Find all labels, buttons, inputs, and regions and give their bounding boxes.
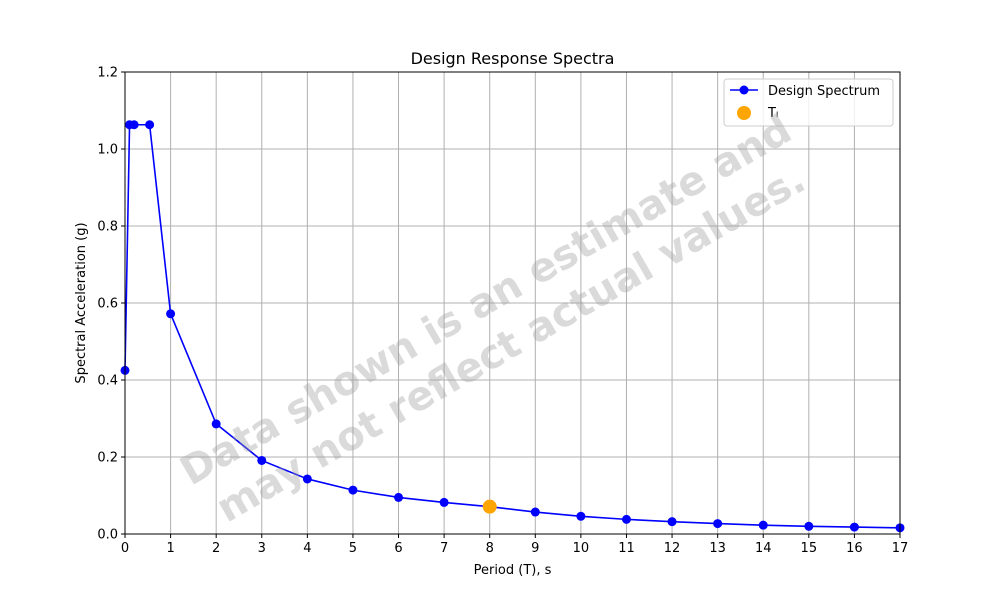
design-spectrum-point bbox=[257, 455, 267, 465]
series-layer bbox=[120, 120, 905, 533]
x-tick-label: 13 bbox=[709, 541, 726, 556]
chart-title: Design Response Spectra bbox=[411, 49, 615, 68]
design-spectrum-point bbox=[166, 309, 176, 319]
x-tick-label: 5 bbox=[349, 541, 357, 556]
x-tick-label: 16 bbox=[846, 541, 863, 556]
x-tick-label: 11 bbox=[618, 541, 635, 556]
x-tick-label: 8 bbox=[486, 541, 494, 556]
x-tick-label: 9 bbox=[531, 541, 539, 556]
design-spectrum-point bbox=[302, 474, 312, 484]
design-spectrum-point bbox=[713, 519, 723, 529]
legend-marker-design-spectrum bbox=[739, 85, 749, 95]
design-spectrum-point bbox=[758, 520, 768, 530]
design-spectrum-point bbox=[348, 485, 358, 495]
x-tick-label: 1 bbox=[166, 541, 174, 556]
x-tick-label: 6 bbox=[394, 541, 402, 556]
y-tick-label: 0.6 bbox=[97, 297, 118, 312]
x-tick-label: 17 bbox=[892, 541, 909, 556]
y-tick-label: 0.0 bbox=[97, 528, 118, 543]
y-tick-label: 1.0 bbox=[97, 143, 118, 158]
design-spectrum-point bbox=[576, 511, 586, 521]
x-tick-label: 3 bbox=[258, 541, 266, 556]
x-tick-label: 4 bbox=[303, 541, 311, 556]
x-tick-label: 15 bbox=[801, 541, 818, 556]
design-spectrum-point bbox=[804, 521, 814, 531]
y-tick-label: 0.8 bbox=[97, 220, 118, 235]
x-tick-label: 12 bbox=[664, 541, 681, 556]
design-spectrum-point bbox=[129, 120, 139, 130]
x-tick-label: 2 bbox=[212, 541, 220, 556]
x-tick-label: 10 bbox=[573, 541, 590, 556]
y-axis-label: Spectral Acceleration (g) bbox=[74, 222, 89, 383]
legend-label-design-spectrum: Design Spectrum bbox=[768, 84, 880, 99]
x-tick-label: 0 bbox=[121, 541, 129, 556]
design-spectrum-point bbox=[849, 522, 859, 532]
ticks: 0 1 2 3 4 5 6 7 8 9 10 11 12 13 14 15 16 170.00.20.40.60.… bbox=[97, 66, 908, 557]
x-axis-label: Period (T), s bbox=[474, 563, 552, 578]
tl-point bbox=[482, 499, 497, 514]
design-spectrum-point bbox=[530, 507, 540, 517]
design-spectrum-point bbox=[394, 492, 404, 502]
legend: Design Spectrum Tₗ bbox=[723, 78, 894, 127]
y-tick-label: 0.2 bbox=[97, 451, 118, 466]
legend-label-tl: Tₗ bbox=[767, 106, 778, 121]
design-spectrum-point bbox=[211, 419, 221, 429]
legend-marker-tl bbox=[737, 106, 751, 120]
design-spectrum-point bbox=[145, 120, 155, 130]
y-tick-label: 1.2 bbox=[97, 66, 118, 81]
x-tick-label: 14 bbox=[755, 541, 772, 556]
design-spectrum-point bbox=[439, 497, 449, 507]
legend-box bbox=[723, 78, 894, 127]
design-spectrum-point bbox=[667, 517, 677, 527]
y-tick-label: 0.4 bbox=[97, 374, 118, 389]
design-spectrum-point bbox=[621, 514, 631, 524]
x-tick-label: 7 bbox=[440, 541, 448, 556]
